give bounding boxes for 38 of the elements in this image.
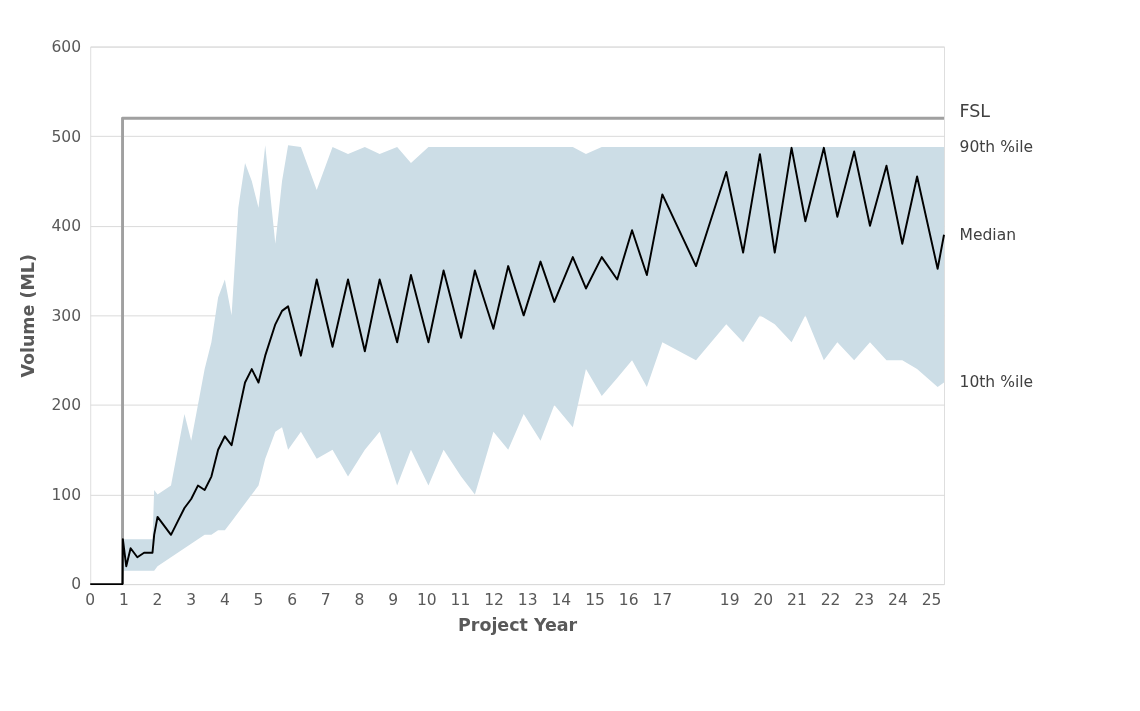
x-tick-label: 19 <box>719 591 740 610</box>
x-tick-label: 17 <box>652 591 673 610</box>
y-tick-label: 0 <box>71 575 82 594</box>
x-axis-title: Project Year <box>457 615 578 636</box>
x-tick-label: 14 <box>551 591 572 610</box>
x-tick-label: 6 <box>287 591 298 610</box>
x-tick-label: 24 <box>888 591 908 610</box>
y-tick-label: 600 <box>51 37 82 56</box>
y-tick-label: 300 <box>51 306 82 325</box>
x-tick-label: 1 <box>118 591 129 610</box>
x-tick-label: 16 <box>618 591 639 610</box>
text: 10th %ile <box>959 373 1034 392</box>
x-tick-label: 9 <box>388 591 399 610</box>
y-tick-label: 500 <box>51 127 82 146</box>
series-label: Median <box>959 225 1016 244</box>
x-tick-label: 8 <box>354 591 365 610</box>
x-tick-label: 15 <box>585 591 605 610</box>
series-label: FSL <box>959 101 991 122</box>
y-tick-label: 100 <box>51 485 82 504</box>
x-tick-label: 4 <box>219 591 230 610</box>
text: 90th %ile <box>959 137 1034 156</box>
y-tick-label: 200 <box>51 396 82 415</box>
x-tick-label: 23 <box>854 591 875 610</box>
x-tick-label: 22 <box>820 591 841 610</box>
x-tick-label: 2 <box>152 591 163 610</box>
x-tick-label: 0 <box>85 591 96 610</box>
y-axis-title: Volume (ML) <box>17 254 38 378</box>
x-tick-label: 5 <box>253 591 264 610</box>
x-tick-label: 7 <box>320 591 331 610</box>
x-tick-label: 11 <box>450 591 471 610</box>
x-tick-label: 25 <box>921 591 942 610</box>
x-tick-label: 10 <box>416 591 437 610</box>
x-tick-label: 12 <box>484 591 504 610</box>
x-tick-label: 21 <box>787 591 807 610</box>
x-tick-label: 20 <box>753 591 774 610</box>
y-tick-label: 400 <box>51 217 82 236</box>
x-tick-label: 3 <box>186 591 197 610</box>
x-tick-label: 13 <box>517 591 538 610</box>
